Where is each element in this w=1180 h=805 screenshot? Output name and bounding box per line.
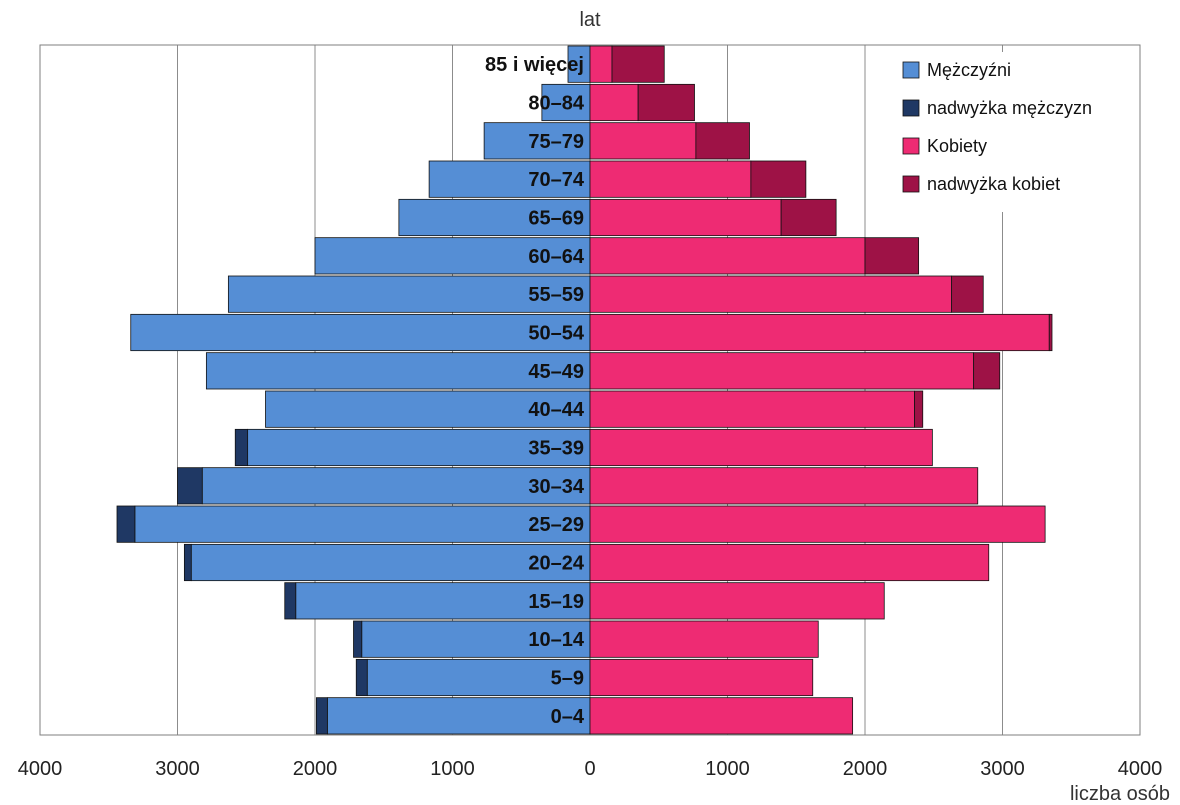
bar-right-0-2 bbox=[589, 122, 697, 160]
category-label-16: 5–9 bbox=[551, 668, 584, 690]
bar-right-1-1 bbox=[637, 83, 695, 122]
x-tick-label-5: 1000 bbox=[705, 758, 750, 780]
bar-left-0-6 bbox=[227, 275, 591, 313]
bar-right-0-13 bbox=[589, 543, 990, 582]
legend-swatch-0 bbox=[902, 61, 920, 79]
bar-right-0-0 bbox=[589, 45, 613, 83]
category-label-17: 0–4 bbox=[551, 706, 585, 728]
bar-right-0-17 bbox=[589, 697, 854, 735]
bar-left-0-9 bbox=[265, 390, 591, 428]
bar-left-0-8 bbox=[205, 352, 591, 390]
legend-swatch-3 bbox=[902, 175, 920, 193]
bar-left-1-17 bbox=[315, 697, 328, 735]
bar-left-0-10 bbox=[247, 428, 591, 467]
x-axis-title: liczba osób bbox=[1070, 783, 1170, 805]
bar-left-0-2 bbox=[483, 122, 591, 160]
bar-right-0-8 bbox=[589, 352, 975, 390]
category-label-14: 15–19 bbox=[528, 591, 584, 613]
bar-left-0-16 bbox=[366, 658, 591, 697]
x-tick-label-7: 3000 bbox=[980, 758, 1025, 780]
bar-right-0-7 bbox=[589, 313, 1050, 352]
bar-left-1-10 bbox=[234, 428, 249, 467]
legend-label-3: nadwyżka kobiet bbox=[927, 174, 1060, 194]
category-label-7: 50–54 bbox=[528, 323, 584, 345]
bar-right-1-3 bbox=[750, 160, 807, 198]
bar-right-1-2 bbox=[695, 122, 750, 160]
bar-right-0-16 bbox=[589, 658, 814, 697]
gridlines bbox=[177, 45, 1003, 735]
bar-right-1-4 bbox=[780, 198, 837, 237]
category-label-6: 55–59 bbox=[528, 284, 584, 306]
x-tick-label-8: 4000 bbox=[1118, 758, 1163, 780]
bar-left-0-15 bbox=[361, 620, 591, 658]
bar-left-0-7 bbox=[130, 313, 591, 352]
bar-right-0-12 bbox=[589, 505, 1046, 543]
bar-left-1-14 bbox=[284, 582, 297, 620]
bar-left-1-12 bbox=[116, 505, 136, 543]
x-tick-labels: 4000 3000 2000 1000 0 1000 2000 3000 4000 bbox=[18, 758, 1163, 780]
bar-right-0-11 bbox=[589, 467, 979, 505]
category-label-2: 75–79 bbox=[528, 131, 584, 153]
x-tick-label-1: 3000 bbox=[155, 758, 200, 780]
bar-right-1-8 bbox=[973, 352, 1001, 390]
bar-left-0-12 bbox=[134, 505, 591, 543]
category-label-11: 30–34 bbox=[528, 476, 584, 498]
category-label-12: 25–29 bbox=[528, 514, 584, 536]
category-label-5: 60–64 bbox=[528, 246, 584, 268]
x-tick-label-3: 1000 bbox=[430, 758, 475, 780]
bar-right-0-5 bbox=[589, 237, 866, 275]
category-label-9: 40–44 bbox=[528, 399, 584, 421]
bars bbox=[116, 45, 1053, 735]
bar-right-1-5 bbox=[864, 237, 920, 275]
bar-right-1-6 bbox=[951, 275, 984, 313]
legend-label-2: Kobiety bbox=[927, 136, 987, 156]
bar-left-0-1 bbox=[541, 83, 591, 122]
category-label-8: 45–49 bbox=[528, 361, 584, 383]
bar-left-0-3 bbox=[428, 160, 591, 198]
bar-left-1-15 bbox=[353, 620, 363, 658]
bar-right-0-10 bbox=[589, 428, 933, 467]
bar-left-0-13 bbox=[190, 543, 591, 582]
category-label-15: 10–14 bbox=[528, 629, 584, 651]
category-label-1: 80–84 bbox=[528, 93, 584, 115]
category-label-4: 65–69 bbox=[528, 208, 584, 230]
bar-right-0-14 bbox=[589, 582, 885, 620]
bar-right-0-15 bbox=[589, 620, 819, 658]
category-label-3: 70–74 bbox=[528, 169, 584, 191]
bar-left-0-5 bbox=[314, 237, 591, 275]
bar-left-0-4 bbox=[398, 198, 591, 237]
bar-left-1-16 bbox=[355, 658, 368, 697]
legend-box bbox=[892, 52, 1138, 212]
plot-border bbox=[39, 44, 1141, 736]
y-axis-title: lat bbox=[579, 9, 601, 31]
bar-left-1-11 bbox=[177, 467, 203, 505]
x-tick-label-6: 2000 bbox=[843, 758, 888, 780]
category-label-0: 85 i więcej bbox=[485, 54, 584, 76]
bar-right-1-0 bbox=[611, 45, 665, 83]
legend-swatch-2 bbox=[902, 137, 920, 155]
legend-label-0: Mężczyźni bbox=[927, 60, 1011, 80]
bar-right-0-3 bbox=[589, 160, 752, 198]
bar-right-1-9 bbox=[914, 390, 924, 428]
category-label-10: 35–39 bbox=[528, 438, 584, 460]
legend: Mężczyźni nadwyżka mężczyzn Kobiety nadwyżk… bbox=[892, 52, 1138, 212]
x-tick-label-4: 0 bbox=[584, 758, 595, 780]
bar-left-1-13 bbox=[183, 543, 192, 582]
legend-label-1: nadwyżka mężczyzn bbox=[927, 98, 1092, 118]
bar-right-0-9 bbox=[589, 390, 915, 428]
bar-right-0-6 bbox=[589, 275, 953, 313]
category-labels: 85 i więcej 80–84 75–79 70–74 65–69 60–64 55–5… bbox=[485, 54, 585, 728]
x-tick-label-2: 2000 bbox=[293, 758, 338, 780]
x-tick-label-0: 4000 bbox=[18, 758, 63, 780]
legend-swatch-1 bbox=[902, 99, 920, 117]
bar-right-0-1 bbox=[589, 83, 639, 122]
bar-right-0-4 bbox=[589, 198, 782, 237]
category-label-13: 20–24 bbox=[528, 553, 584, 575]
bar-right-1-7 bbox=[1048, 313, 1053, 352]
